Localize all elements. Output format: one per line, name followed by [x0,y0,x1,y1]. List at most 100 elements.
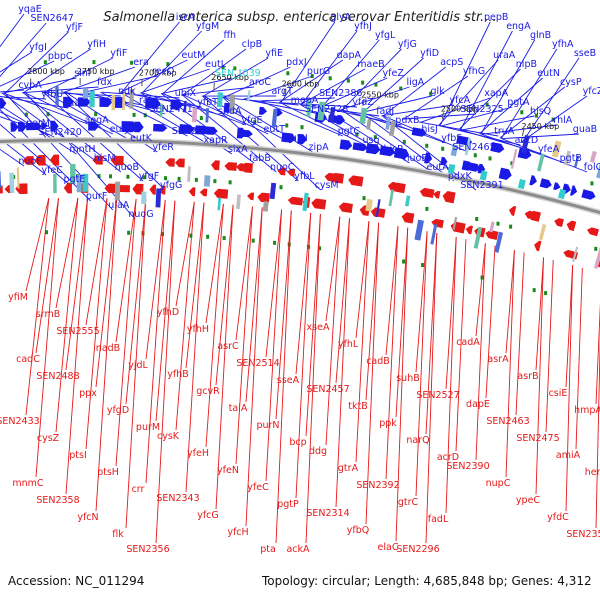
inner-gene-label: mnmC [12,478,44,489]
reverse-feature-block [217,197,222,211]
reverse-gene-arrow [587,227,599,237]
reverse-gene-arrow [287,196,303,206]
inner-label-connector [415,231,428,497]
outer-gene-label: truA [494,126,515,137]
outer-gene-label: ffh [224,30,237,41]
reverse-gene-arrow [241,162,254,174]
inner-label-connector [175,201,195,307]
gc-marker [164,176,168,181]
outer-gene-label: SEN2391 [460,180,503,191]
outer-gene-label: glyA [330,12,351,23]
forward-gene-arrow [569,185,578,196]
forward-gene-arrow [17,121,27,132]
gc-marker [425,206,429,211]
forward-feature-block [271,108,278,127]
gc-marker [127,230,131,235]
scale-tick-mark [362,98,365,107]
gc-marker [194,177,198,182]
outer-gene-label: yfdZ [352,97,374,108]
inner-label-connector [275,210,292,544]
forward-gene-arrow [242,129,253,138]
inner-label-connector [475,243,486,461]
outer-gene-label: SEN2386 [319,88,362,99]
inner-label-connector [145,200,166,360]
inner-label-connector [565,265,574,512]
outer-label-connector [122,92,202,108]
reverse-gene-arrow [175,158,185,168]
outer-gene-label: yfjG [398,39,417,50]
inner-gene-label: acrD [437,452,459,463]
reverse-gene-arrow [92,155,103,165]
reverse-gene-arrow [15,183,28,195]
outer-gene-label: ulaA [108,200,129,211]
outer-label-connector [499,86,566,139]
inner-label-connector [395,227,409,542]
scale-tick-label: 2600 kbp [282,80,320,89]
forward-gene-arrow [365,143,381,155]
outer-gene-label: SEN2325 [460,104,503,115]
outer-label-connector [22,92,122,173]
inner-label-connector [385,225,399,356]
scale-layer: 2800 kbp 2750 kbp 2700 kbp 2650 kbp 2600 kbp… [27,67,559,137]
reverse-gene-arrow [311,198,327,210]
gc-marker [399,86,403,91]
forward-feature-block [563,150,571,166]
forward-feature-block [537,153,545,172]
inner-gene-label: yfiM [8,292,28,303]
outer-gene-label: ndk [118,86,136,97]
outer-label-connector [0,13,25,48]
gc-marker [126,174,130,179]
outer-gene-label: yfhJ [354,21,372,32]
inner-label-connector [305,214,321,437]
outer-gene-label: usg [362,135,379,146]
inner-label-connector [175,201,195,431]
outer-gene-label: SEN2328 [305,104,348,115]
outer-label-connector [440,106,513,127]
inner-label-connector [395,227,409,418]
outer-gene-label: nuoC [270,162,295,173]
reverse-feature-block [404,195,411,207]
gc-marker [285,123,289,128]
forward-gene-arrow [88,121,100,131]
gc-marker [421,263,425,268]
outer-gene-label: eutK [130,133,153,144]
inner-gene-label: sseA [277,375,300,386]
outer-gene-label: nuoF [18,156,41,167]
forward-gene-arrow [424,152,433,164]
inner-label-connector [205,203,224,324]
forward-gene-arrow [145,98,161,109]
inner-gene-labels: yfiM srmB SEN2555 nadB yjdL yfhD yfhH asrC SEN25… [0,292,600,555]
inner-gene-label: yfcN [77,512,98,523]
inner-label-connector [25,198,50,416]
inner-label-connector [535,257,544,371]
outer-gene-label: yqaE [18,4,41,15]
inner-label-connector [365,222,380,525]
gc-marker [374,82,378,87]
reverse-gene-arrow [433,190,441,199]
reverse-feature-block [572,246,579,262]
outer-gene-label: aegA [84,115,109,126]
inner-gene-label: SEN2343 [156,493,199,504]
inner-gene-label: purM [136,422,160,433]
outer-label-connector [182,48,247,96]
inner-gene-label: SEN2357 [566,529,600,540]
outer-gene-label: dapA [337,50,362,61]
inner-gene-label: elaC [378,542,399,553]
inner-gene-label: SEN2475 [516,433,559,444]
outer-label-connector [403,75,469,120]
outer-gene-label: yfeC [41,165,63,176]
inner-gene-label: csiE [549,388,568,399]
inner-label-connectors [25,197,600,544]
inner-gene-label: bcp [289,437,306,448]
inner-label-connector [595,330,600,529]
reverse-feature-block [9,172,15,194]
inner-gene-label: yfeH [187,448,209,459]
gc-marker [475,216,479,221]
inner-gene-label: srmB [36,309,60,320]
rna-feature [447,163,456,174]
outer-gene-label: mepA [291,95,319,106]
forward-feature-block [317,101,326,121]
outer-label-connector [481,124,557,135]
reverse-feature-block [70,163,76,185]
